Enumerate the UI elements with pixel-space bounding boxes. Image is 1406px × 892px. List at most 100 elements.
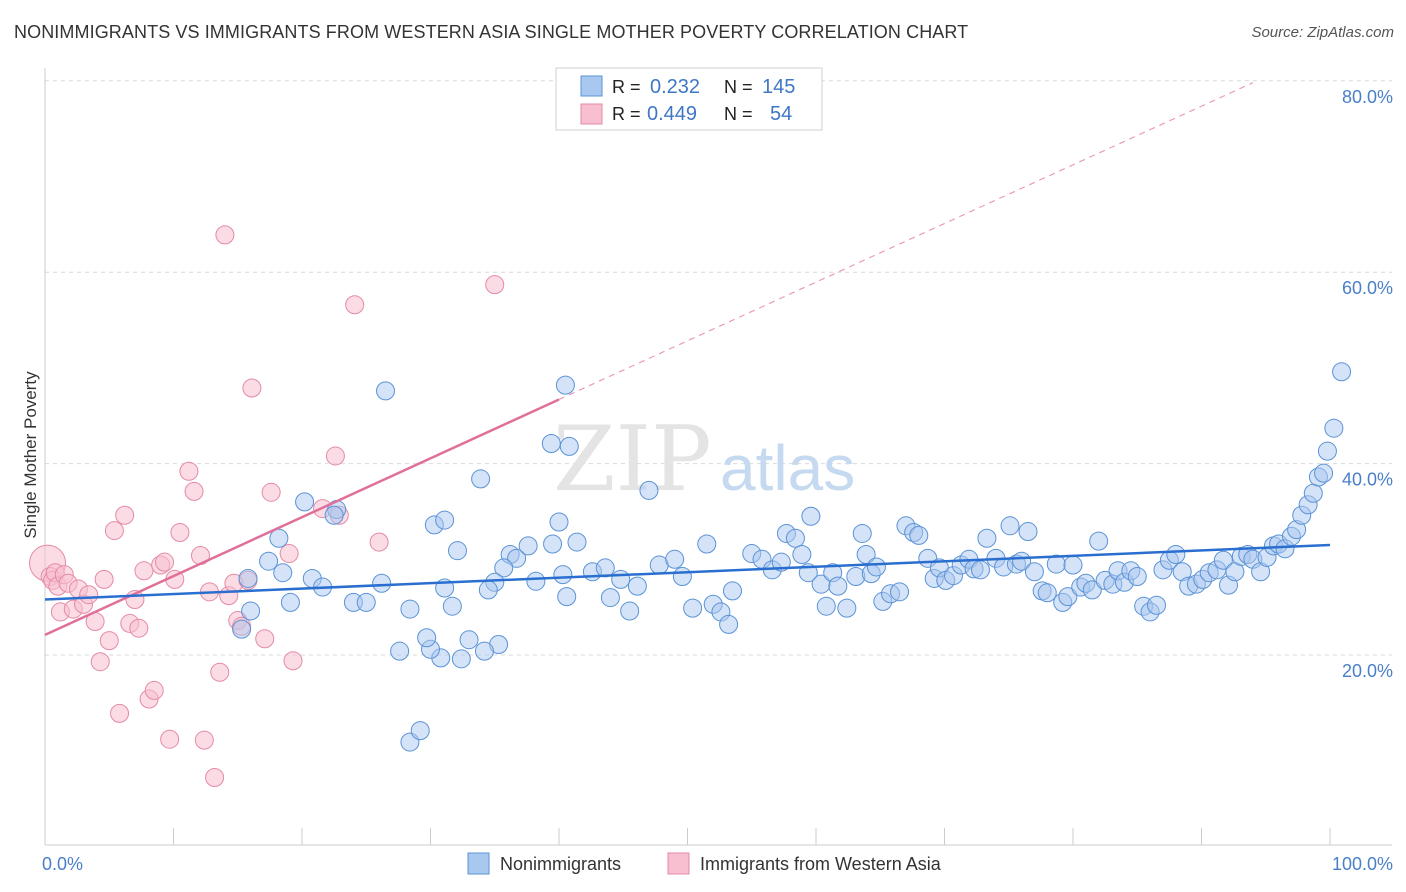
point-nonimmigrants bbox=[852, 523, 872, 543]
point-nonimmigrants bbox=[722, 581, 742, 601]
point-nonimmigrants bbox=[1063, 555, 1083, 575]
y-axis-label: Single Mother Poverty bbox=[21, 371, 40, 539]
point-immigrants bbox=[179, 461, 199, 481]
point-nonimmigrants bbox=[400, 599, 420, 619]
point-nonimmigrants bbox=[417, 628, 437, 648]
point-nonimmigrants bbox=[665, 549, 685, 569]
x-tick-label: 0.0% bbox=[42, 854, 83, 874]
point-nonimmigrants bbox=[719, 614, 739, 634]
point-nonimmigrants bbox=[232, 619, 252, 639]
point-nonimmigrants bbox=[1332, 362, 1352, 382]
y-tick-label: 60.0% bbox=[1342, 278, 1393, 298]
legend-bottom-swatch-nonimmigrants bbox=[467, 852, 490, 875]
point-nonimmigrants bbox=[1213, 550, 1233, 570]
point-immigrants bbox=[99, 631, 119, 651]
point-immigrants bbox=[369, 532, 389, 552]
point-nonimmigrants bbox=[1018, 522, 1038, 542]
point-nonimmigrants bbox=[410, 721, 430, 741]
series-nonimmigrants bbox=[232, 362, 1352, 752]
point-immigrants bbox=[170, 523, 190, 543]
point-nonimmigrants bbox=[459, 630, 479, 650]
point-nonimmigrants bbox=[890, 582, 910, 602]
point-immigrants bbox=[242, 378, 262, 398]
point-nonimmigrants bbox=[494, 558, 514, 578]
point-nonimmigrants bbox=[442, 596, 462, 616]
point-immigrants bbox=[94, 569, 114, 589]
point-immigrants bbox=[90, 652, 110, 672]
y-tick-label: 80.0% bbox=[1342, 87, 1393, 107]
point-nonimmigrants bbox=[683, 598, 703, 618]
source-credit: Source: ZipAtlas.com bbox=[1251, 24, 1394, 41]
point-nonimmigrants bbox=[1089, 531, 1109, 551]
legend-stats: R = 0.232 N = 145 R = 0.449 N = 54 bbox=[555, 67, 823, 131]
point-nonimmigrants bbox=[1037, 583, 1057, 603]
point-immigrants bbox=[155, 552, 175, 572]
point-nonimmigrants bbox=[1166, 545, 1186, 565]
point-nonimmigrants bbox=[792, 545, 812, 565]
chart-title: NONIMMIGRANTS VS IMMIGRANTS FROM WESTERN… bbox=[14, 22, 969, 42]
point-nonimmigrants bbox=[909, 525, 929, 545]
point-nonimmigrants bbox=[435, 510, 455, 530]
point-nonimmigrants bbox=[620, 601, 640, 621]
point-immigrants bbox=[210, 662, 230, 682]
point-immigrants bbox=[104, 521, 124, 541]
point-nonimmigrants bbox=[559, 436, 579, 456]
trend-lines bbox=[44, 82, 1331, 637]
point-nonimmigrants bbox=[627, 576, 647, 596]
point-nonimmigrants bbox=[273, 563, 293, 583]
point-nonimmigrants bbox=[390, 641, 410, 661]
point-nonimmigrants bbox=[1317, 441, 1337, 461]
legend-r-label-1: R = bbox=[612, 77, 641, 97]
point-immigrants bbox=[255, 629, 275, 649]
point-nonimmigrants bbox=[280, 592, 300, 612]
point-nonimmigrants bbox=[324, 505, 344, 525]
point-immigrants bbox=[261, 482, 281, 502]
point-nonimmigrants bbox=[447, 541, 467, 561]
watermark: ZIP atlas bbox=[553, 407, 855, 512]
trend-line-nonimmigrants bbox=[44, 543, 1331, 601]
point-nonimmigrants bbox=[526, 571, 546, 591]
point-nonimmigrants bbox=[507, 548, 527, 568]
point-nonimmigrants bbox=[471, 469, 491, 489]
point-nonimmigrants bbox=[557, 587, 577, 607]
point-nonimmigrants bbox=[846, 567, 866, 587]
point-nonimmigrants bbox=[1324, 418, 1344, 438]
watermark-atlas: atlas bbox=[720, 432, 855, 504]
point-nonimmigrants bbox=[600, 588, 620, 608]
point-nonimmigrants bbox=[672, 567, 692, 587]
point-nonimmigrants bbox=[1303, 483, 1323, 503]
x-tick-label: 100.0% bbox=[1332, 854, 1393, 874]
point-nonimmigrants bbox=[611, 569, 631, 589]
legend-bottom-swatch-immigrants bbox=[667, 852, 690, 875]
point-nonimmigrants bbox=[697, 534, 717, 554]
legend-swatch-immigrants bbox=[580, 103, 603, 125]
legend-bottom-label-immigrants: Immigrants from Western Asia bbox=[700, 854, 942, 874]
point-nonimmigrants bbox=[241, 601, 261, 621]
point-nonimmigrants bbox=[549, 512, 569, 532]
legend-r-label-2: R = bbox=[612, 104, 641, 124]
point-nonimmigrants bbox=[1147, 595, 1167, 615]
point-nonimmigrants bbox=[801, 506, 821, 526]
y-tick-label: 40.0% bbox=[1342, 470, 1393, 490]
point-nonimmigrants bbox=[451, 649, 471, 669]
point-nonimmigrants bbox=[269, 528, 289, 548]
point-nonimmigrants bbox=[837, 598, 857, 618]
point-immigrants bbox=[129, 618, 149, 638]
point-nonimmigrants bbox=[518, 536, 538, 556]
point-nonimmigrants bbox=[553, 565, 573, 585]
axis-ticks: 20.0% 40.0% 60.0% 80.0% 0.0% 100.0% bbox=[42, 87, 1393, 874]
point-nonimmigrants bbox=[356, 592, 376, 612]
point-immigrants bbox=[215, 225, 235, 245]
point-nonimmigrants bbox=[1127, 567, 1147, 587]
series-immigrants-western-asia bbox=[29, 225, 505, 787]
point-nonimmigrants bbox=[866, 557, 886, 577]
point-nonimmigrants bbox=[474, 641, 494, 661]
point-immigrants bbox=[134, 561, 154, 581]
point-immigrants bbox=[184, 481, 204, 501]
point-nonimmigrants bbox=[376, 381, 396, 401]
point-immigrants bbox=[194, 730, 214, 750]
legend-r-value-2: 0.449 bbox=[647, 103, 697, 125]
legend-n-label-1: N = bbox=[724, 77, 753, 97]
point-nonimmigrants bbox=[1314, 463, 1334, 483]
